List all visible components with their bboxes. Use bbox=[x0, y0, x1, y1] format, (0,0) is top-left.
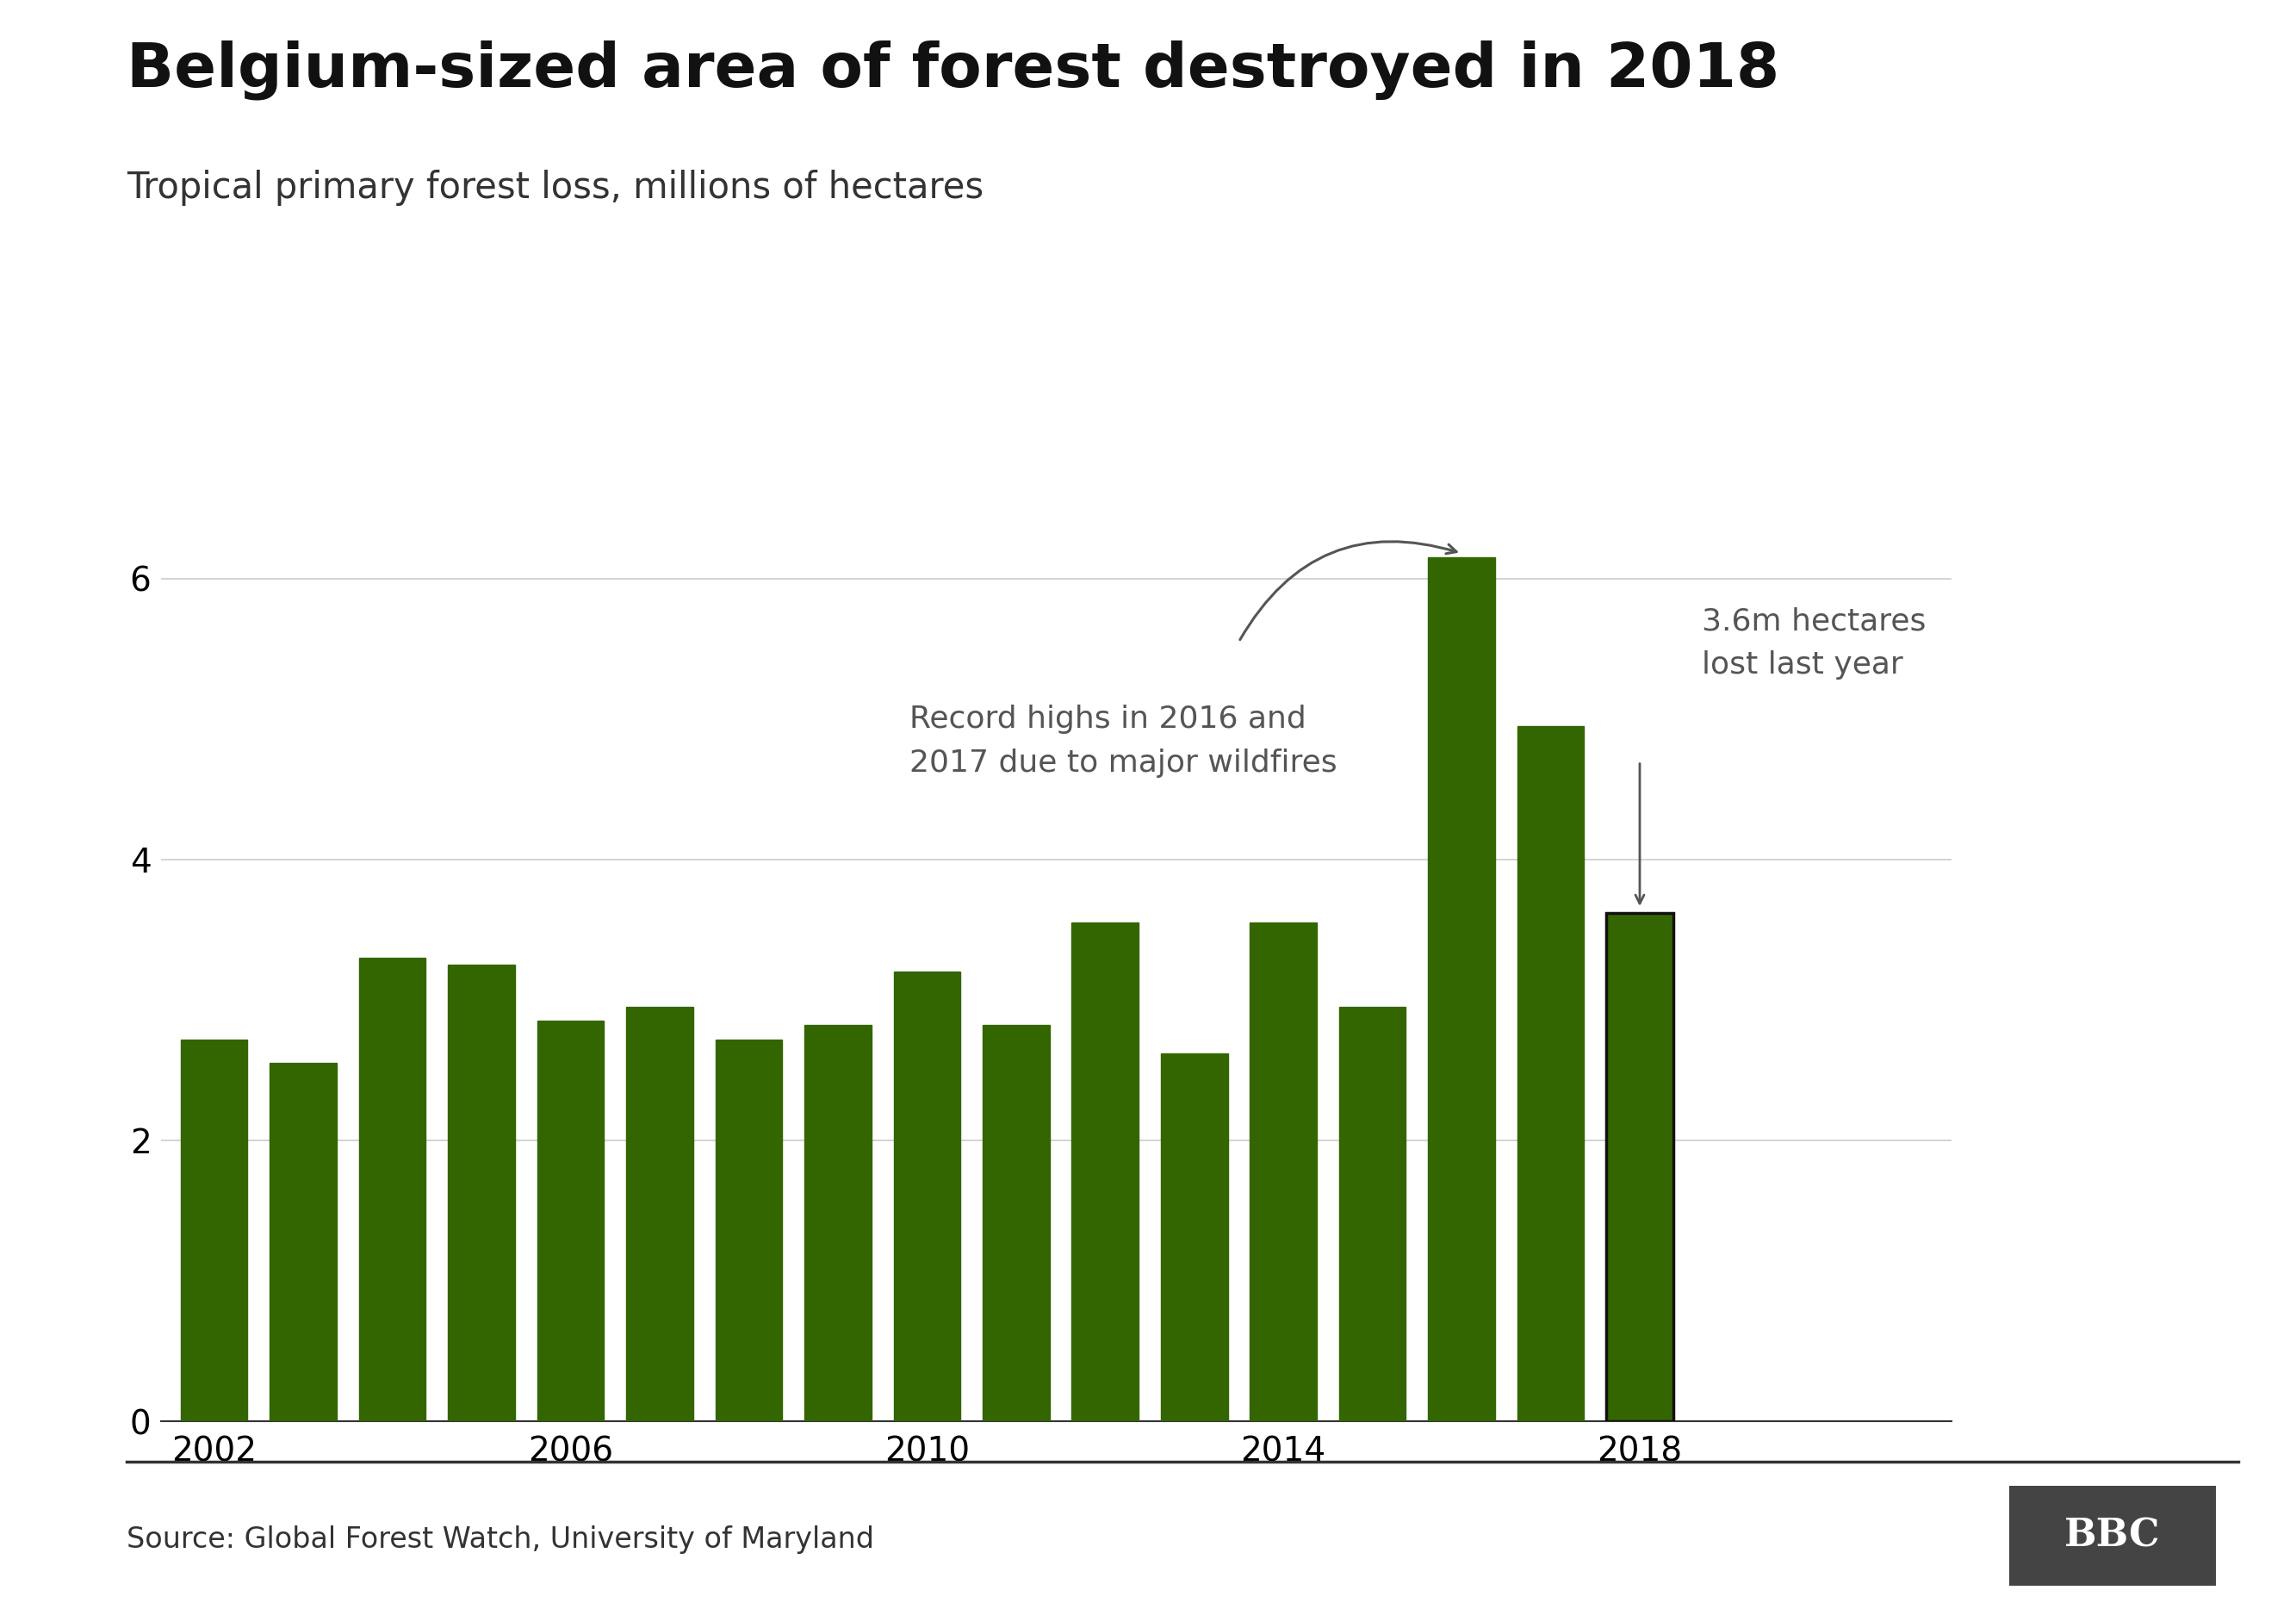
Bar bbox=[181, 1038, 248, 1421]
Bar bbox=[1428, 557, 1495, 1421]
Bar bbox=[1162, 1053, 1228, 1421]
Bar bbox=[983, 1026, 1049, 1421]
Text: BBC: BBC bbox=[2064, 1518, 2161, 1554]
Bar bbox=[537, 1021, 604, 1421]
Bar bbox=[1339, 1006, 1405, 1421]
Text: Source: Global Forest Watch, University of Maryland: Source: Global Forest Watch, University … bbox=[126, 1525, 875, 1554]
Bar bbox=[1518, 727, 1584, 1421]
Bar bbox=[627, 1006, 693, 1421]
Bar bbox=[358, 958, 425, 1421]
Bar bbox=[893, 972, 960, 1421]
Bar bbox=[271, 1063, 338, 1421]
Text: Tropical primary forest loss, millions of hectares: Tropical primary forest loss, millions o… bbox=[126, 170, 983, 205]
Text: Belgium-sized area of forest destroyed in 2018: Belgium-sized area of forest destroyed i… bbox=[126, 40, 1779, 100]
Bar bbox=[1249, 922, 1318, 1421]
Text: Record highs in 2016 and
2017 due to major wildfires: Record highs in 2016 and 2017 due to maj… bbox=[909, 706, 1336, 777]
Text: 3.6m hectares
lost last year: 3.6m hectares lost last year bbox=[1701, 607, 1926, 680]
Bar bbox=[716, 1038, 783, 1421]
Bar bbox=[804, 1026, 870, 1421]
Bar bbox=[1607, 912, 1674, 1421]
Bar bbox=[448, 964, 514, 1421]
Bar bbox=[1072, 922, 1139, 1421]
